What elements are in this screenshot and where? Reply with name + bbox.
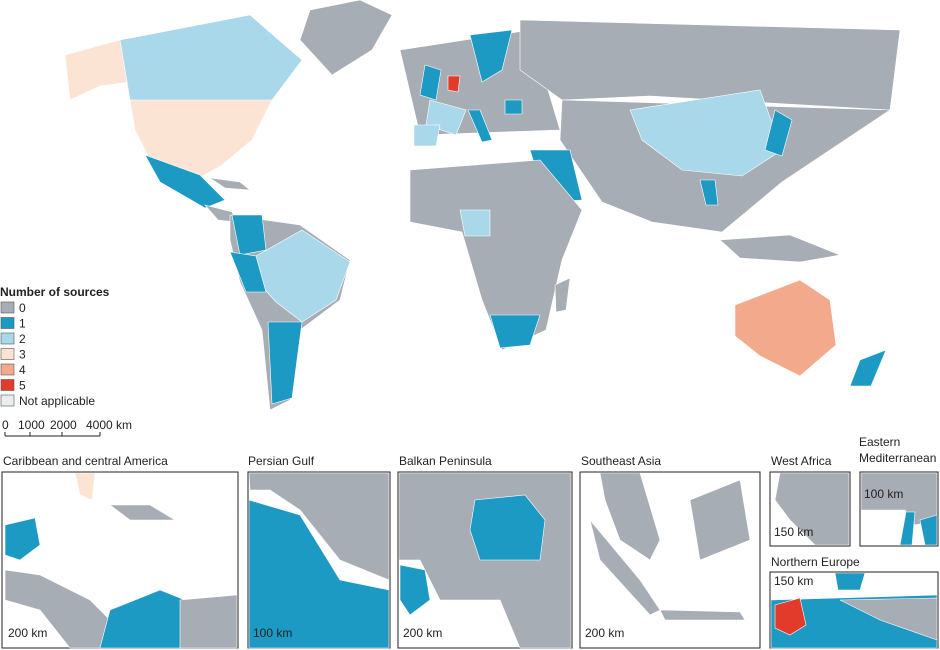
legend-swatch xyxy=(0,301,15,314)
scale-label: 0 xyxy=(2,418,9,432)
legend-title: Number of sources xyxy=(0,285,110,299)
legend-label: 3 xyxy=(19,348,26,362)
inset-title: West Africa xyxy=(771,454,832,468)
inset-title: Caribbean and central America xyxy=(3,454,168,468)
scale-label: 2000 xyxy=(50,418,77,432)
inset-scale: 200 km xyxy=(403,626,442,640)
legend-label: 5 xyxy=(19,379,26,393)
legend-label: 2 xyxy=(19,332,26,346)
legend-swatch xyxy=(0,348,15,360)
scale-label: 1000 xyxy=(18,418,45,432)
world-map xyxy=(64,0,901,411)
legend-swatch xyxy=(0,317,15,329)
inset-title: Northern Europe xyxy=(771,555,860,569)
legend-label: 1 xyxy=(19,317,26,331)
inset-scale: 100 km xyxy=(253,626,292,640)
inset-title: Southeast Asia xyxy=(581,454,661,468)
legend-label: Not applicable xyxy=(19,394,95,408)
inset-title: Persian Gulf xyxy=(248,454,315,468)
scale-bar: 0 1000 2000 4000 km xyxy=(2,418,132,437)
legend-swatch xyxy=(0,332,15,345)
inset: Northern Europe 150 km xyxy=(769,555,939,649)
inset: West Africa 150 km xyxy=(769,454,851,547)
inset-scale: 150 km xyxy=(774,574,813,588)
legend-swatch xyxy=(0,363,15,376)
inset-scale: 100 km xyxy=(864,487,903,501)
inset-scale: 150 km xyxy=(774,525,813,539)
inset: Southeast Asia 200 km xyxy=(579,454,761,649)
scale-label: 4000 km xyxy=(86,418,132,432)
inset-scale: 200 km xyxy=(585,626,624,640)
inset: Persian Gulf 100 km xyxy=(247,454,391,649)
legend-label: 4 xyxy=(19,363,26,377)
inset-scale: 200 km xyxy=(8,626,47,640)
legend-label: 0 xyxy=(19,301,26,315)
inset: Eastern Mediterranean 100 km xyxy=(859,435,939,547)
inset: Balkan Peninsula 200 km xyxy=(397,454,573,649)
inset-title: Balkan Peninsula xyxy=(399,454,492,468)
inset-title: Eastern Mediterranean xyxy=(859,435,936,465)
legend-swatch xyxy=(0,379,15,391)
legend-swatch xyxy=(0,394,15,407)
inset: Caribbean and central America 200 km xyxy=(1,454,239,649)
